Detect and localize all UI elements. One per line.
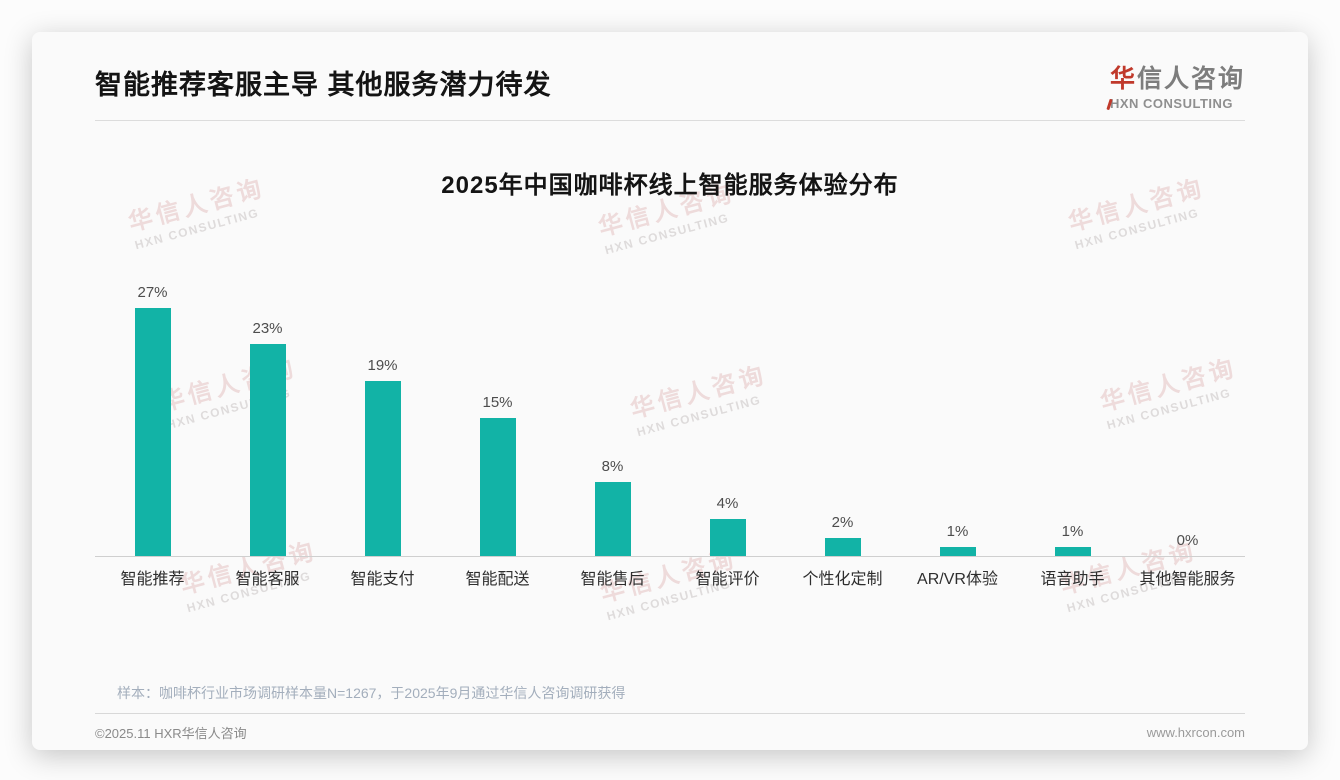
bar-value-label: 2%	[831, 513, 854, 531]
bar	[364, 381, 401, 556]
logo-cn-accent: 华	[1109, 65, 1137, 93]
bar	[1054, 546, 1091, 556]
bar	[479, 418, 516, 556]
category-labels-row: 智能推荐 智能客服 智能支付 智能配送 智能售后 智能评价 个性化定制 AR/VR体验 语音助手…	[95, 557, 1245, 591]
category-label: 智能售后	[580, 571, 645, 588]
bar-value-label: 4%	[716, 495, 739, 513]
footer: ©2025.11 HXR华信人咨询 www.hxrcon.com	[32, 714, 1308, 742]
bar-column: 2%	[785, 514, 900, 556]
page-title: 智能推荐客服主导 其他服务潜力待发	[95, 70, 552, 100]
bar-value-label: 1%	[1061, 522, 1084, 540]
category-label: 个性化定制	[802, 571, 883, 588]
copyright-text: ©2025.11 HXR华信人咨询	[95, 726, 247, 741]
category-label: AR/VR体验	[917, 571, 998, 588]
category-label: 智能配送	[465, 571, 530, 588]
category-label: 智能推荐	[120, 571, 185, 588]
bar	[134, 307, 171, 556]
bar-value-label: 23%	[252, 320, 283, 338]
category-label: 智能评价	[695, 571, 760, 588]
bar-value-label: 19%	[367, 357, 398, 375]
report-card: 华信人咨询 HXN CONSULTING 华信人咨询 HXN CONSULTING 华信…	[32, 32, 1308, 750]
header: 智能推荐客服主导 其他服务潜力待发 华信人咨询 HXN CONSULTING	[32, 32, 1308, 111]
bar-chart: 27% 23% 19% 15% 8% 4% 2% 1% 1% 0% 智能推荐 智能客服 智能支付 智能配…	[95, 277, 1245, 591]
chart-title: 2025年中国咖啡杯线上智能服务体验分布	[441, 172, 899, 199]
bar-column: 8%	[555, 458, 670, 556]
logo-cn-rest: 信人咨询	[1136, 65, 1245, 93]
category-label: 其他智能服务	[1139, 571, 1236, 588]
bar	[594, 482, 631, 556]
sample-footnote: 样本：咖啡杯行业市场调研样本量N=1267，于2025年9月通过华信人咨询调研获…	[117, 685, 626, 701]
category-label: 智能客服	[235, 571, 300, 588]
bar	[939, 546, 976, 556]
website-text: www.hxrcon.com	[1146, 725, 1245, 740]
bar-column: 23%	[210, 320, 325, 556]
category-label: 语音助手	[1040, 571, 1105, 588]
bar	[709, 519, 746, 556]
bar-column: 27%	[95, 284, 210, 556]
bars-row: 27% 23% 19% 15% 8% 4% 2% 1% 1% 0%	[95, 277, 1245, 557]
company-logo: 华信人咨询 HXN CONSULTING	[1106, 62, 1245, 111]
bar-column: 1%	[1015, 523, 1130, 556]
bar	[824, 537, 861, 556]
bar-column: 0%	[1130, 532, 1245, 556]
logo-en-text: HXN CONSULTING	[1106, 96, 1245, 111]
bar-value-label: 15%	[482, 394, 513, 411]
category-label: 智能支付	[350, 571, 415, 588]
bar-column: 4%	[670, 495, 785, 556]
bar-column: 1%	[900, 523, 1015, 556]
bar-value-label: 1%	[946, 522, 969, 540]
logo-cn-text: 华信人咨询	[1110, 64, 1245, 94]
bar-column: 19%	[325, 357, 440, 556]
bar-value-label: 8%	[601, 458, 624, 476]
bar-column: 15%	[440, 394, 555, 556]
footer-divider	[95, 713, 1245, 714]
bar	[249, 344, 286, 556]
bar-value-label: 0%	[1176, 532, 1199, 549]
bar-value-label: 27%	[137, 283, 168, 301]
header-divider	[95, 120, 1245, 121]
